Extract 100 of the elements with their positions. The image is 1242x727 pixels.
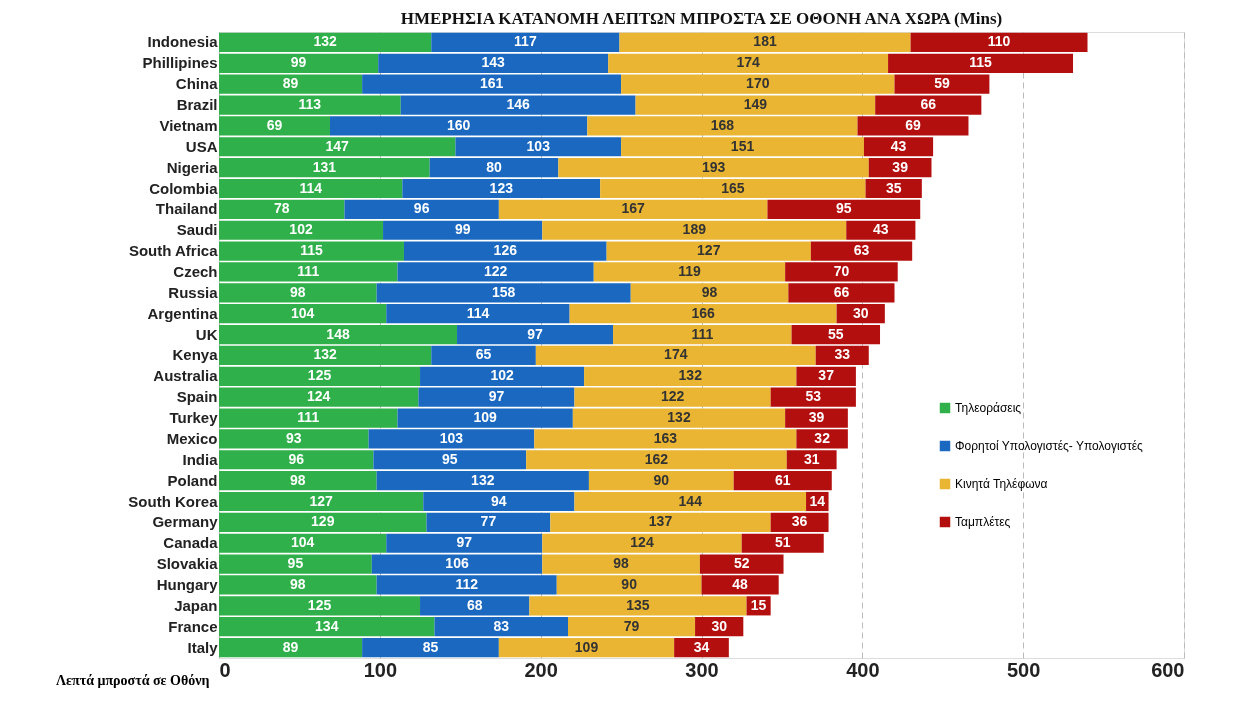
data-label: 117 (514, 33, 537, 50)
y-tick-label: Saudi (176, 221, 218, 239)
data-label: 125 (307, 367, 332, 384)
data-label: 161 (479, 75, 504, 92)
data-label: 70 (833, 262, 850, 279)
y-tick-label: Phillipines (142, 54, 218, 72)
data-label: 147 (325, 137, 350, 154)
data-label: 137 (648, 513, 673, 530)
data-label: 149 (743, 96, 768, 113)
data-label: 109 (473, 409, 498, 426)
data-label: 80 (486, 158, 503, 175)
data-label: 122 (660, 388, 685, 405)
data-label: 35 (885, 179, 902, 196)
data-label: 119 (678, 262, 701, 279)
data-label: 30 (852, 304, 869, 321)
y-tick-label: USA (185, 137, 218, 155)
data-label: 111 (297, 409, 320, 426)
data-label: 109 (574, 638, 599, 655)
data-label: 102 (490, 367, 514, 384)
legend-label: Φορητοί Υπολογιστές- Υπολογιστές (955, 439, 1144, 453)
data-label: 129 (311, 513, 335, 530)
x-axis-title: Λεπτά μπροστά σε Οθόνη (56, 672, 210, 688)
data-label: 106 (445, 555, 469, 572)
data-label: 115 (300, 242, 323, 259)
data-label: 63 (853, 242, 870, 259)
data-label: 158 (492, 283, 516, 300)
data-label: 134 (315, 617, 339, 634)
data-label: 69 (905, 116, 921, 133)
data-label: 37 (818, 367, 835, 384)
x-tick-label: 0 (219, 658, 231, 681)
data-label: 151 (730, 137, 755, 154)
data-label: 104 (290, 534, 315, 551)
data-label: 174 (736, 54, 761, 71)
data-label: 181 (753, 33, 777, 50)
data-label: 125 (307, 596, 332, 613)
data-label: 69 (266, 116, 283, 133)
data-label: 89 (282, 75, 299, 92)
data-label: 166 (691, 304, 715, 321)
data-label: 48 (732, 575, 749, 592)
data-label: 112 (455, 575, 479, 592)
data-label: 95 (442, 450, 458, 467)
x-tick-label: 500 (1006, 658, 1041, 681)
data-label: 95 (287, 555, 304, 572)
data-label: 148 (326, 325, 350, 342)
x-tick-label: 100 (363, 658, 398, 681)
data-label: 103 (439, 429, 464, 446)
data-label: 53 (805, 388, 822, 405)
data-label: 114 (299, 179, 323, 196)
data-label: 132 (678, 367, 703, 384)
y-tick-label: South Africa (128, 242, 219, 260)
data-label: 114 (466, 304, 490, 321)
y-tick-label: Colombia (149, 179, 219, 197)
data-label: 124 (307, 388, 331, 405)
data-label: 34 (693, 638, 710, 655)
data-label: 79 (623, 617, 640, 634)
data-label: 111 (691, 325, 714, 342)
data-label: 165 (721, 179, 745, 196)
data-label: 98 (290, 575, 306, 592)
y-tick-label: Indonesia (147, 33, 219, 51)
data-label: 90 (621, 575, 638, 592)
y-tick-label: France (168, 617, 218, 635)
data-label: 65 (475, 346, 492, 363)
data-label: 132 (313, 346, 338, 363)
y-tick-label: Vietnam (159, 116, 218, 134)
data-label: 59 (934, 75, 950, 92)
data-label: 99 (454, 221, 471, 238)
data-label: 32 (814, 429, 831, 446)
data-label: 43 (873, 221, 889, 238)
data-label: 174 (664, 346, 688, 363)
data-label: 163 (653, 429, 678, 446)
y-tick-label: Australia (153, 367, 219, 385)
y-tick-label: South Korea (128, 492, 219, 510)
data-label: 146 (506, 96, 531, 113)
y-tick-label: Japan (174, 596, 218, 614)
data-label: 98 (701, 283, 718, 300)
data-label: 126 (493, 242, 518, 259)
data-label: 78 (273, 200, 290, 217)
data-label: 98 (290, 283, 306, 300)
y-tick-label: Germany (152, 513, 219, 531)
y-tick-label: Argentina (147, 304, 219, 322)
data-label: 144 (678, 492, 703, 509)
y-tick-label: Canada (163, 534, 219, 552)
data-label: 193 (701, 158, 726, 175)
data-label: 52 (733, 555, 750, 572)
y-tick-label: India (182, 450, 219, 468)
y-tick-label: Italy (187, 638, 219, 656)
data-label: 127 (309, 492, 334, 509)
data-label: 132 (667, 409, 691, 426)
data-label: 189 (682, 221, 707, 238)
data-label: 31 (803, 450, 820, 467)
data-label: 43 (890, 137, 907, 154)
data-label: 66 (920, 96, 937, 113)
data-label: 66 (833, 283, 850, 300)
data-label: 98 (613, 555, 630, 572)
data-label: 132 (313, 33, 338, 50)
data-label: 115 (969, 54, 993, 71)
data-label: 83 (493, 617, 510, 634)
data-label: 97 (456, 534, 473, 551)
legend-label: Ταμπλέτες (955, 515, 1011, 529)
data-label: 97 (527, 325, 544, 342)
